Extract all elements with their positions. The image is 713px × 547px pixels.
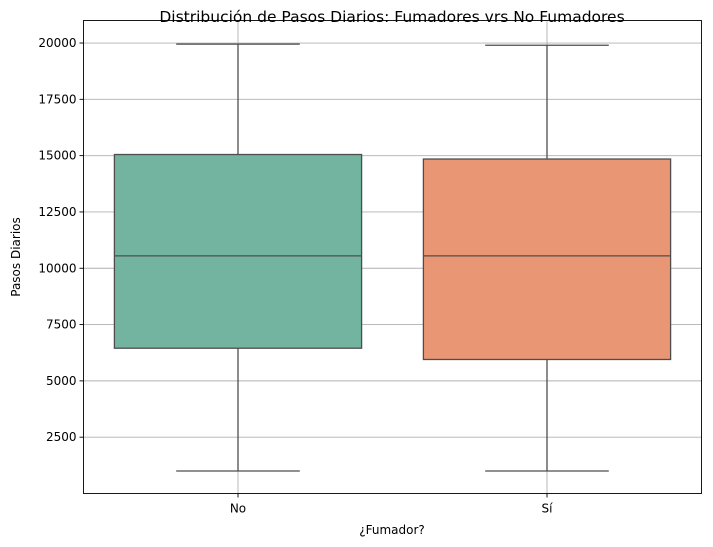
chart-title: Distribución de Pasos Diarios: Fumadores…: [159, 8, 624, 26]
x-axis-label: ¿Fumador?: [359, 523, 425, 537]
x-axis-ticks: No Sí: [230, 493, 554, 516]
y-tick-label: 2500: [46, 430, 77, 444]
x-tick-label: No: [230, 502, 246, 516]
x-tick-label: Sí: [542, 502, 554, 516]
plot-frame: [83, 20, 702, 494]
y-tick-label: 17500: [38, 92, 76, 106]
y-tick-label: 15000: [38, 149, 76, 163]
y-axis-ticks: 2500 5000 7500 10000 12500 15000 17500 20000: [38, 36, 84, 444]
y-tick-label: 10000: [38, 261, 76, 275]
y-tick-label: 7500: [46, 318, 77, 332]
box-group-no: [113, 43, 363, 472]
y-axis-label: Pasos Diarios: [9, 217, 23, 297]
boxes: [113, 43, 672, 472]
iqr-box: [113, 153, 363, 349]
y-tick-label: 20000: [38, 36, 76, 50]
y-tick-label: 5000: [46, 374, 77, 388]
box-group-si: [422, 44, 672, 472]
y-tick-label: 12500: [38, 205, 76, 219]
iqr-box: [422, 158, 672, 361]
